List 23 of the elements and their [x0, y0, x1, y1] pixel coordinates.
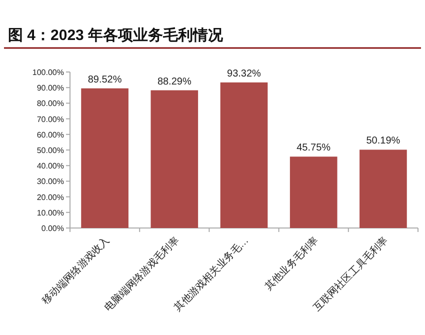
data-label: 45.75%	[296, 142, 331, 154]
bar	[150, 90, 198, 228]
y-tick-label: 30.00%	[36, 177, 64, 186]
bar	[220, 82, 268, 228]
y-tick-label: 10.00%	[36, 208, 64, 218]
data-label: 50.19%	[366, 136, 400, 147]
bar	[360, 150, 407, 228]
y-tick-label: 20.00%	[36, 192, 64, 202]
y-tick-label: 40.00%	[36, 162, 64, 171]
y-tick-label: 60.00%	[36, 130, 64, 140]
data-label: 93.32%	[227, 68, 262, 80]
y-tick-label: 80.00%	[36, 99, 64, 108]
y-tick-label: 70.00%	[36, 114, 64, 124]
data-label: 89.52%	[88, 74, 122, 86]
chart-title: 图 4：2023 年各项业务毛利情况	[8, 27, 224, 44]
y-tick-label: 90.00%	[36, 84, 64, 93]
bar	[81, 88, 128, 228]
data-label: 88.29%	[157, 76, 192, 88]
y-tick-label: 0.00%	[41, 224, 64, 233]
x-tick-label: 其他业务毛利率	[262, 234, 321, 293]
bar	[290, 156, 338, 228]
y-tick-label: 100.00%	[32, 68, 64, 77]
y-tick-label: 50.00%	[36, 146, 64, 155]
